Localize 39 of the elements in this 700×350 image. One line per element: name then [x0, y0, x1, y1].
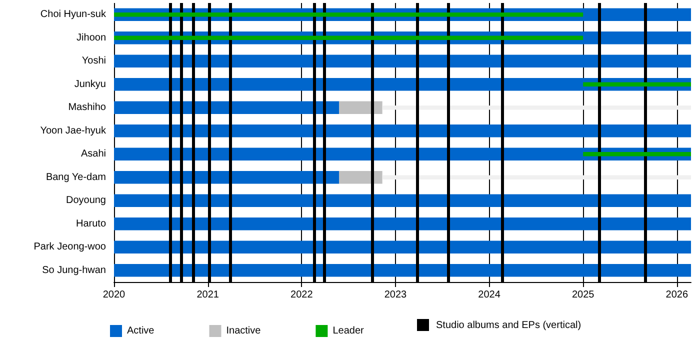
legend-label: Active [127, 326, 155, 336]
bar [339, 170, 382, 184]
x-tick-label: 2024 [478, 290, 501, 300]
y-tick-label: Haruto [76, 218, 106, 230]
bar [339, 101, 382, 114]
y-tick-label: Asahi [80, 148, 106, 160]
x-tick-label: 2022 [290, 290, 314, 300]
y-tick-label: Bang Ye-dam [46, 172, 106, 183]
x-tick-label: 2023 [384, 290, 408, 300]
bar [114, 170, 340, 184]
x-tick-label: 2025 [572, 290, 595, 300]
y-tick-label: Jihoon [76, 32, 106, 44]
y-tick-label: Park Jeong-woo [34, 242, 106, 253]
bar [583, 82, 691, 86]
bar [114, 124, 691, 138]
text: Studio albums and EPs (vertical) [436, 320, 582, 330]
bar [114, 240, 691, 254]
bar [382, 106, 691, 110]
bar [114, 194, 691, 208]
y-tick-label: Yoon Jae-hyuk [40, 125, 107, 136]
legend-label: Leader [332, 326, 364, 336]
y-tick-label: Choi Hyun-suk [40, 9, 107, 20]
x-tick-label: 2026 [666, 290, 688, 300]
bar [114, 36, 584, 40]
x-tick-label: 2021 [196, 290, 220, 300]
bar [382, 175, 691, 180]
bar [114, 12, 584, 17]
bar [114, 101, 340, 114]
x-tick-label: 2020 [102, 290, 126, 300]
y-tick-label: So Jung-hwan [42, 264, 106, 276]
y-tick-label: Doyoung [66, 195, 106, 206]
bar [583, 152, 691, 156]
bar [114, 54, 691, 68]
y-tick-label: Mashiho [68, 102, 106, 114]
bar [114, 217, 691, 230]
y-tick-label: Yoshi [82, 56, 106, 67]
y-tick-label: Junkyu [74, 78, 106, 90]
legend-label: Inactive [226, 326, 262, 336]
bar [114, 264, 691, 277]
